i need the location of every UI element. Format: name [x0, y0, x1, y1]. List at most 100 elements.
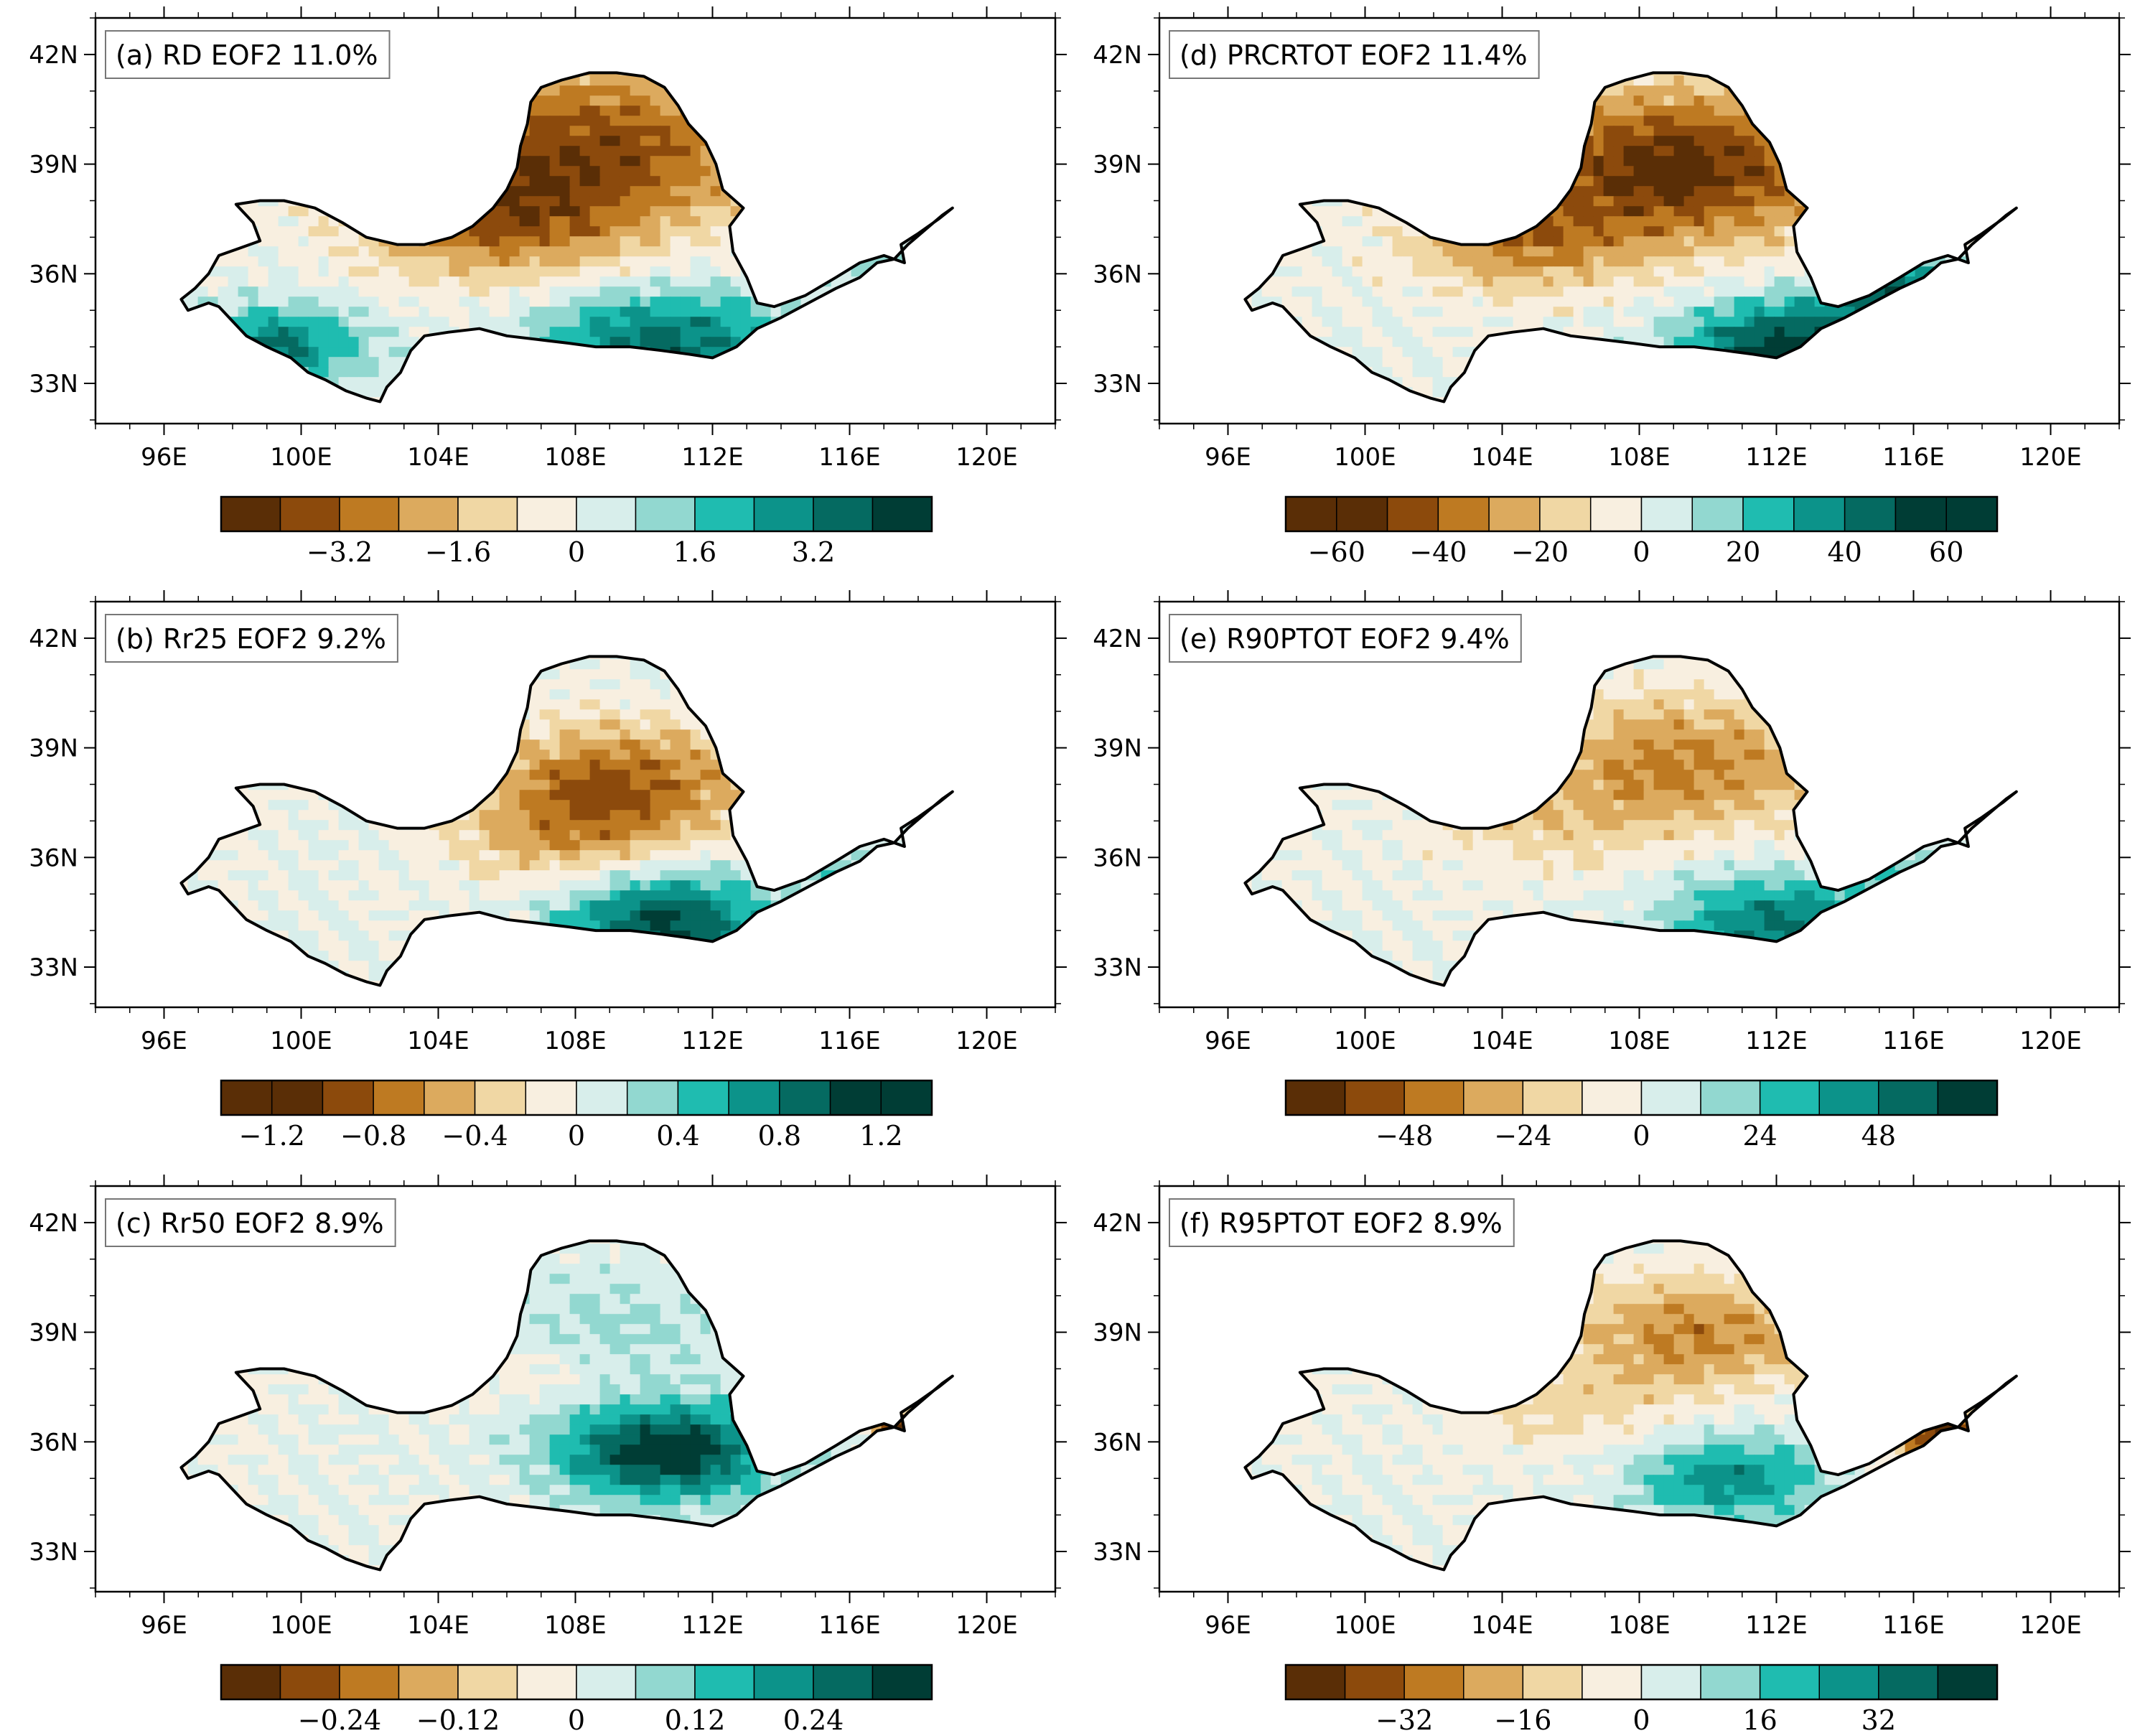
- field-cell: [499, 347, 510, 358]
- field-cell: [439, 770, 450, 780]
- field-cell: [579, 760, 591, 770]
- field-cell: [821, 699, 832, 710]
- field-cell: [519, 266, 531, 277]
- field-cell: [680, 709, 691, 720]
- field-cell: [650, 276, 661, 287]
- y-tick-label: 33N: [29, 370, 78, 398]
- field-cell: [891, 327, 902, 337]
- field-cell: [630, 85, 641, 96]
- field-cell: [358, 910, 370, 921]
- field-cell: [921, 830, 933, 841]
- field-cell: [690, 669, 701, 680]
- field-cell: [750, 739, 762, 750]
- field-cell: [620, 790, 631, 801]
- field-cell: [881, 176, 892, 187]
- field-cell: [901, 327, 912, 337]
- field-cell: [680, 669, 691, 680]
- field-cell: [469, 166, 480, 177]
- field-cell: [419, 810, 430, 821]
- field-cell: [318, 236, 330, 247]
- field-cell: [710, 236, 721, 247]
- field-cell: [851, 656, 862, 660]
- field-cell: [831, 719, 842, 730]
- field-cell: [670, 307, 681, 317]
- field-cell: [630, 760, 641, 770]
- field-cell: [800, 830, 812, 841]
- field-cell: [579, 106, 591, 116]
- field-cell: [790, 870, 802, 881]
- field-cell: [278, 266, 289, 277]
- field-cell: [187, 166, 199, 177]
- field-cell: [308, 106, 319, 116]
- field-cell: [378, 276, 390, 287]
- field-cell: [841, 337, 852, 347]
- field-cell: [489, 176, 500, 187]
- field-cell: [308, 377, 319, 388]
- field-cell: [429, 760, 440, 770]
- field-cell: [670, 206, 681, 217]
- field-cell: [459, 387, 470, 398]
- field-cell: [569, 830, 581, 841]
- field-cell: [338, 830, 350, 841]
- field-cell: [207, 699, 219, 710]
- field-cell: [197, 397, 209, 402]
- field-cell: [408, 810, 420, 821]
- x-tick-label: 116E: [818, 443, 880, 472]
- field-cell: [298, 377, 309, 388]
- field-cell: [941, 669, 953, 680]
- field-cell: [539, 186, 551, 197]
- field-cell: [599, 75, 611, 86]
- field-cell: [348, 357, 360, 368]
- field-cell: [529, 890, 541, 901]
- field-cell: [187, 367, 199, 378]
- field-cell: [218, 116, 229, 126]
- field-cell: [238, 840, 249, 851]
- field-cell: [670, 377, 681, 388]
- field-cell: [388, 760, 400, 770]
- field-cell: [800, 760, 812, 770]
- field-cell: [690, 276, 701, 287]
- field-cell: [730, 73, 742, 76]
- field-cell: [871, 387, 882, 398]
- field-cell: [951, 810, 953, 821]
- field-cell: [459, 750, 470, 760]
- field-cell: [248, 206, 259, 217]
- field-cell: [589, 106, 601, 116]
- field-cell: [338, 327, 350, 337]
- field-cell: [549, 719, 561, 730]
- field-cell: [288, 860, 299, 871]
- field-cell: [328, 920, 340, 931]
- field-cell: [740, 880, 752, 891]
- field-cell: [710, 387, 721, 398]
- field-cell: [690, 73, 701, 76]
- field-cell: [569, 699, 581, 710]
- field-cell: [871, 860, 882, 871]
- field-cell: [569, 357, 581, 368]
- field-cell: [871, 357, 882, 368]
- field-cell: [338, 770, 350, 780]
- field-cell: [218, 910, 229, 921]
- field-cell: [398, 317, 410, 327]
- field-cell: [439, 95, 450, 106]
- field-cell: [459, 377, 470, 388]
- field-cell: [730, 106, 742, 116]
- field-cell: [388, 95, 400, 106]
- field-cell: [429, 246, 440, 257]
- field-cell: [197, 116, 209, 126]
- field-cell: [408, 860, 420, 871]
- field-cell: [449, 656, 460, 660]
- field-cell: [911, 136, 922, 146]
- field-cell: [248, 699, 259, 710]
- field-cell: [378, 719, 390, 730]
- field-cell: [750, 679, 762, 690]
- field-cell: [318, 397, 330, 402]
- field-cell: [248, 347, 259, 358]
- field-cell: [429, 75, 440, 86]
- field-cell: [479, 226, 490, 237]
- field-cell: [760, 790, 772, 801]
- field-cell: [328, 387, 340, 398]
- field-cell: [569, 750, 581, 760]
- field-cell: [650, 387, 661, 398]
- field-cell: [831, 327, 842, 337]
- field-cell: [569, 810, 581, 821]
